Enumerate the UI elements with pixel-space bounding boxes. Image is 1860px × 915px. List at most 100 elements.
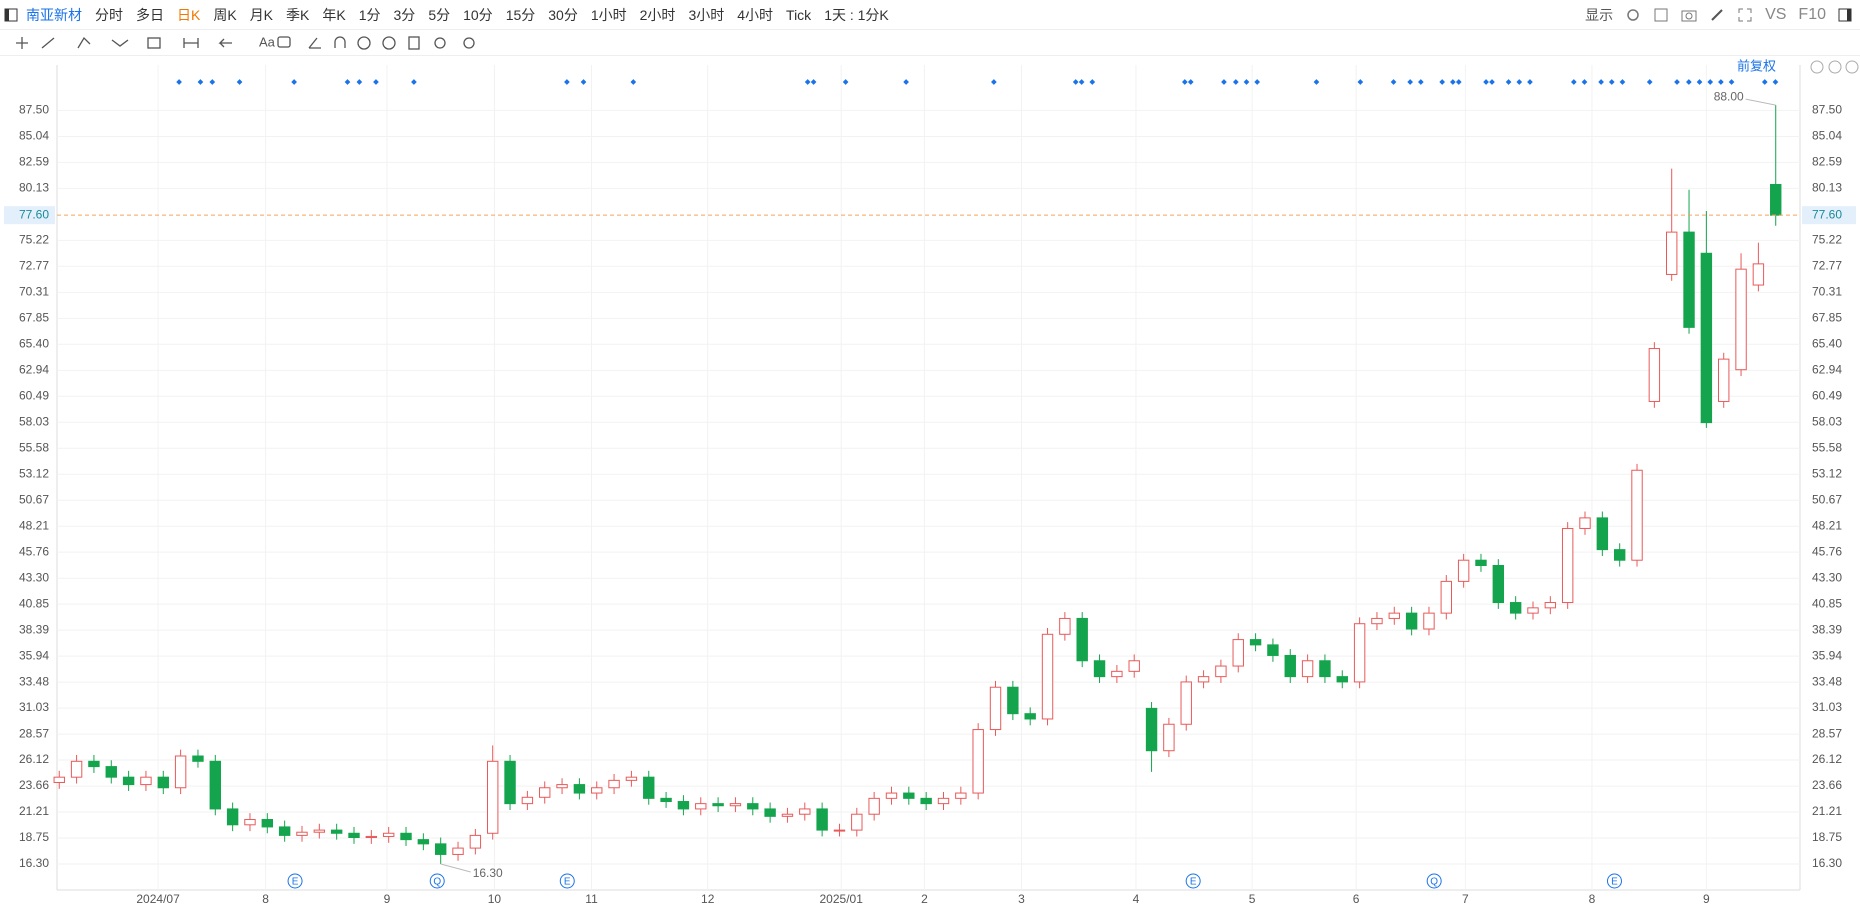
period-tab[interactable]: 15分 [505,6,536,23]
zoom-out[interactable] [1828,60,1842,74]
period-tab[interactable]: 日K [177,6,201,23]
candle-body [868,797,880,815]
event-badge [1606,873,1622,889]
candle-body [157,776,169,789]
move-tool[interactable] [16,37,28,49]
candle-body [1076,617,1088,662]
y-tick-label-right: 38.39 [1812,622,1842,636]
event-label[interactable]: E [1611,877,1618,888]
pen-icon[interactable] [1709,7,1725,23]
event-label[interactable]: E [564,877,571,888]
period-tab[interactable]: 1小时 [590,6,627,23]
f10-button[interactable]: F10 [1798,5,1826,23]
chart: 前复权 16.30 16.30 18.75 18.75 21.21 21.21 23.66 2… [4,58,1859,906]
signal-dot [1718,79,1724,85]
settings-tool[interactable] [463,37,475,49]
period-tab[interactable]: 4小时 [737,6,774,23]
candle-body [1770,183,1782,216]
y-tick-label: 28.57 [19,726,49,740]
candle-body [1145,707,1158,752]
candle-body [1024,713,1036,720]
angle-tool[interactable] [308,37,321,49]
zoom-in[interactable] [1845,60,1859,74]
candle-body [1544,602,1557,609]
candle-body [851,813,863,831]
period-tab[interactable]: 月K [249,6,274,23]
vs-button[interactable]: VS [1765,5,1787,23]
candle-body [764,808,776,817]
signal-dot [1089,79,1096,85]
display-menu[interactable]: 显示 [1585,6,1614,23]
candle-body [313,829,326,833]
period-tab[interactable]: 3分 [393,6,416,23]
layout-icon[interactable] [1653,7,1669,23]
period-tab[interactable]: 1分 [358,6,381,23]
event-label[interactable]: E [1190,877,1197,888]
y-tick-label: 70.31 [19,285,49,299]
candle-body [1440,580,1453,614]
candle-body [174,755,187,789]
y-tick-label-right: 72.77 [1812,258,1842,272]
candle-body [1423,612,1435,630]
period-tab[interactable]: 分时 [95,6,123,23]
period-tab[interactable]: 5分 [428,6,451,23]
period-tab[interactable]: 30分 [548,6,578,23]
arrow-tool[interactable] [218,38,232,48]
candle-body [452,847,464,855]
period-tab[interactable]: 2小时 [639,6,676,23]
measure-tool[interactable] [147,37,161,49]
settings-icon[interactable] [1625,7,1641,23]
event-label[interactable]: Q [433,877,441,888]
comment-tool[interactable] [277,36,291,48]
x-tick-label: 2024/07 [136,892,180,906]
y-tick-label: 26.12 [19,752,49,766]
wave-tool[interactable] [111,39,129,47]
candle-body [105,766,117,778]
period-tab[interactable]: 周K [213,6,237,23]
period-tab[interactable]: Tick [786,6,812,23]
arc-tool[interactable] [334,36,346,48]
event-label[interactable]: E [292,877,299,888]
candle-body [1631,469,1643,561]
y-tick-label-right: 55.58 [1812,440,1842,454]
signal-dot [630,79,637,85]
period-tab[interactable]: 1天 : 1分K [824,6,889,23]
link-tool[interactable] [434,37,446,49]
event-badge [429,873,445,889]
candle-body [1232,639,1244,667]
adjust-mode[interactable]: 前复权 [1737,58,1776,73]
fullscreen-icon[interactable] [1737,7,1753,23]
text-tool[interactable]: Aa [259,34,276,49]
period-tab[interactable]: 3小时 [688,6,725,23]
candle-body [1509,602,1522,614]
candle-body [1059,617,1071,635]
signal-dot [1581,79,1588,85]
line-tool[interactable] [41,37,55,49]
period-tab[interactable]: 季K [286,6,310,23]
signal-dot [1489,79,1495,85]
period-tab[interactable]: 年K [322,6,346,23]
range-tool[interactable] [183,38,199,48]
symbol[interactable]: 南亚新材 [26,6,82,23]
reset-zoom[interactable] [1810,60,1824,74]
panel-toggle[interactable] [1838,8,1852,22]
event-label[interactable]: Q [1430,877,1438,888]
period-tab[interactable]: 多日 [136,6,164,23]
candle-body [140,776,152,786]
circle-tool[interactable] [357,36,371,50]
delete-tool[interactable] [408,36,420,50]
candle-body [434,843,447,855]
candle-body [1475,559,1487,567]
y-tick-label: 50.67 [19,492,49,506]
hide-tool[interactable] [382,36,396,50]
zoom-controls [1810,60,1859,74]
candle-body [1353,623,1366,683]
camera-icon[interactable] [1681,7,1697,23]
max-label: 88.00 [1714,89,1744,103]
period-tab[interactable]: 10分 [463,6,493,23]
signal-dot [903,79,909,85]
y-tick-label: 31.03 [19,700,49,714]
path-tool[interactable] [77,36,91,49]
sidebar-toggle[interactable] [4,8,18,22]
signal-dot [1232,79,1239,85]
